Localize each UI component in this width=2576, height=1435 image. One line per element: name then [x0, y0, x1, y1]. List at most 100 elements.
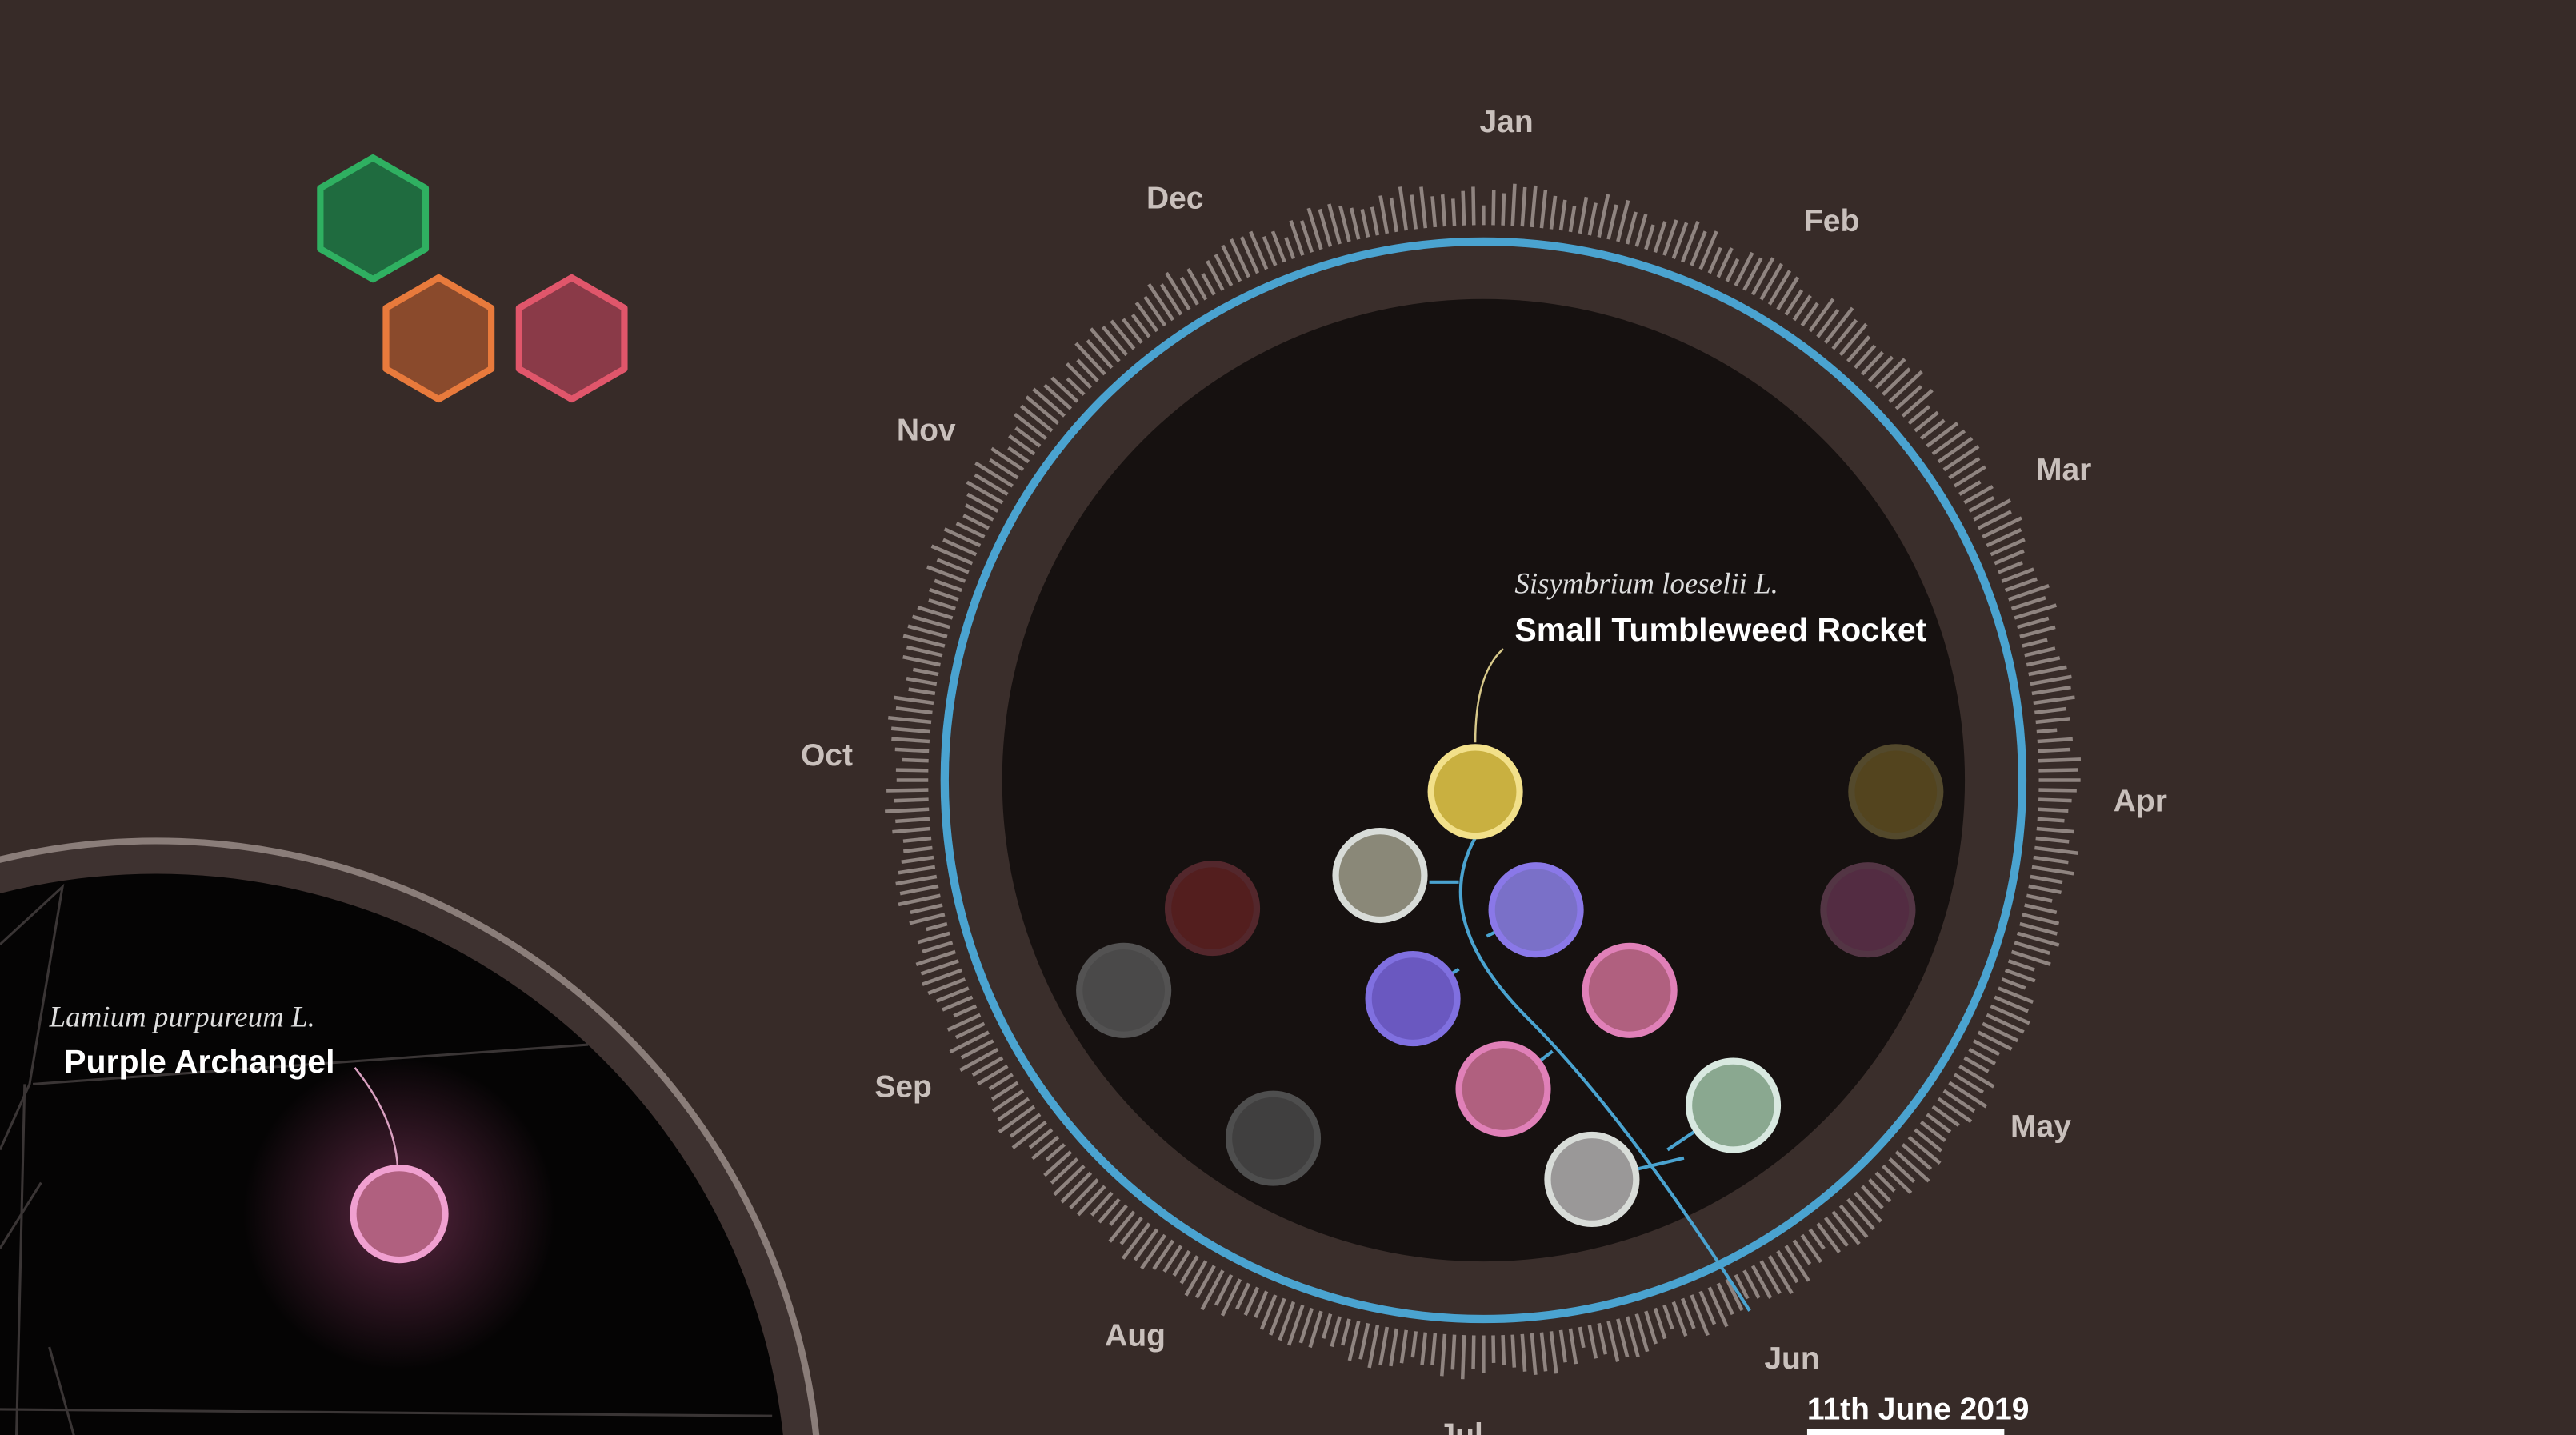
tick: [1090, 1191, 1114, 1217]
tick: [1134, 301, 1159, 333]
tick: [1221, 244, 1242, 282]
tick: [903, 845, 933, 853]
tick: [1994, 995, 2029, 1013]
tick: [1831, 1210, 1861, 1245]
tick: [1968, 1047, 1997, 1065]
tick: [1031, 1135, 1060, 1161]
filter-buttons: [317, 154, 628, 403]
month-label: Dec: [1146, 181, 1204, 215]
tick: [1530, 1333, 1538, 1375]
tick: [928, 598, 956, 611]
tick: [1888, 370, 1923, 403]
tick: [1286, 1305, 1305, 1346]
tick: [906, 677, 938, 686]
hex-button[interactable]: [515, 274, 628, 403]
flower-node[interactable]: [1332, 828, 1428, 924]
tick: [922, 941, 954, 954]
tick: [1032, 387, 1066, 418]
tick: [1011, 1121, 1047, 1149]
tick: [1110, 319, 1136, 350]
flower-node[interactable]: [1427, 744, 1523, 840]
tick: [988, 1073, 1014, 1091]
hex-button[interactable]: [317, 154, 430, 283]
flower-node[interactable]: [1820, 862, 1916, 958]
tick: [1028, 1128, 1054, 1149]
tick: [1854, 1191, 1882, 1223]
tick: [2019, 625, 2056, 638]
tick: [2033, 695, 2075, 706]
tick: [1725, 1278, 1744, 1311]
tick: [2038, 797, 2072, 803]
tick: [942, 995, 974, 1012]
tick: [1043, 1150, 1073, 1177]
tick: [910, 903, 943, 915]
tick: [1308, 1310, 1323, 1349]
tick: [1948, 457, 1981, 480]
tick: [1907, 1135, 1942, 1165]
tick: [1341, 1318, 1351, 1346]
tick: [1510, 183, 1517, 226]
tick: [1926, 422, 1959, 448]
flower-node[interactable]: [1582, 942, 1678, 1038]
tick: [1338, 205, 1351, 242]
tick: [1510, 1334, 1517, 1368]
common-name: Small Tumbleweed Rocket: [1514, 611, 1926, 648]
tick: [1143, 295, 1167, 327]
tick: [1460, 1335, 1466, 1380]
tick: [2035, 717, 2070, 725]
tick: [1888, 1157, 1916, 1184]
flower-node[interactable]: [1544, 1131, 1640, 1228]
tick: [1370, 206, 1380, 236]
tick: [1874, 1171, 1896, 1193]
tick: [2001, 977, 2026, 990]
tick: [1690, 230, 1707, 266]
month-label: Oct: [801, 738, 853, 773]
tick: [1121, 1222, 1151, 1260]
tick: [2031, 865, 2074, 876]
flower-node[interactable]: [1848, 744, 1944, 840]
tick: [1451, 198, 1457, 226]
tick: [1716, 1282, 1734, 1316]
tick: [2004, 968, 2036, 983]
tick: [1998, 561, 2023, 574]
tick: [1953, 465, 1986, 488]
tick: [1259, 1294, 1278, 1330]
flower-node[interactable]: [1225, 1090, 1322, 1186]
tick: [2024, 903, 2058, 915]
month-label: Nov: [897, 413, 956, 447]
tick: [1919, 418, 1946, 440]
flower-node[interactable]: [1164, 861, 1261, 957]
leader-line: [354, 1067, 399, 1167]
tick: [1846, 1197, 1875, 1231]
tick: [1066, 377, 1086, 396]
tick: [1578, 1326, 1586, 1349]
tick: [2038, 768, 2078, 773]
tick: [959, 1047, 999, 1072]
tick: [1008, 434, 1036, 456]
tick: [1430, 1333, 1438, 1366]
current-date: 11th June 2019: [1807, 1392, 2030, 1426]
tick: [1750, 1265, 1773, 1299]
tick: [894, 695, 934, 706]
flower-node[interactable]: [350, 1164, 449, 1264]
tick: [1671, 1301, 1688, 1337]
tick: [1133, 1228, 1159, 1261]
tick: [1948, 1081, 1988, 1109]
tick: [2019, 921, 2058, 936]
tick: [1108, 1210, 1136, 1243]
flower-node[interactable]: [1685, 1057, 1782, 1153]
hex-button[interactable]: [382, 274, 495, 403]
tick: [895, 768, 929, 773]
common-name: Purple Archangel: [64, 1043, 334, 1080]
flower-node[interactable]: [1365, 951, 1461, 1047]
tick: [946, 1013, 982, 1032]
flower-node[interactable]: [1455, 1041, 1551, 1137]
tick: [1045, 1143, 1066, 1161]
tick: [2010, 949, 2051, 966]
flower-node[interactable]: [1488, 862, 1584, 958]
tick: [2004, 577, 2038, 593]
tick: [1014, 426, 1042, 448]
tick: [2038, 788, 2077, 793]
tick: [886, 788, 929, 793]
flower-node[interactable]: [1076, 942, 1172, 1038]
